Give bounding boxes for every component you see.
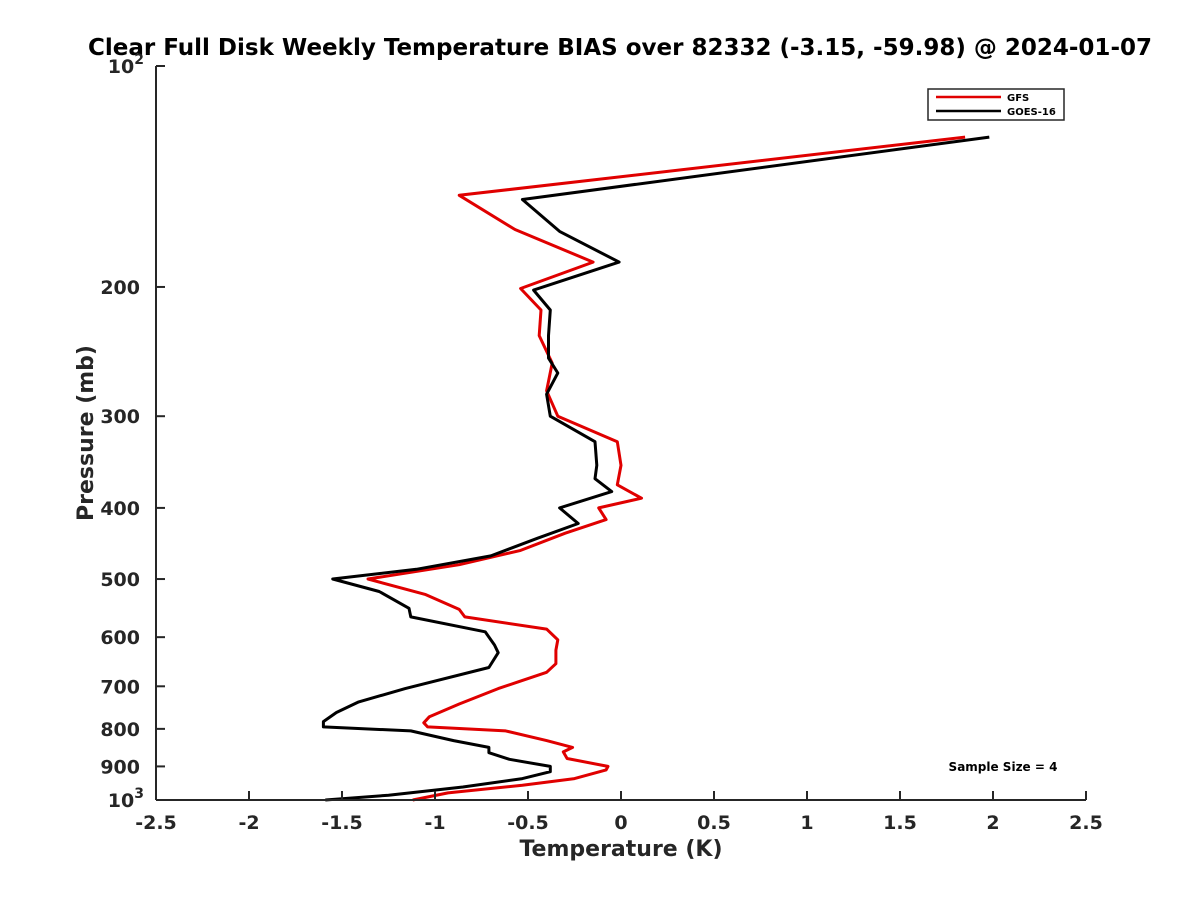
legend: GFS GOES-16 — [927, 88, 1065, 121]
y-ticks: 102 200 300 400 500 600 700 800 900 103 — [100, 52, 165, 812]
x-tick-label: -1 — [424, 812, 445, 834]
x-tick-label: -2 — [238, 812, 259, 834]
y-tick-label: 700 — [100, 676, 140, 698]
y-tick-exponent: 3 — [134, 786, 144, 802]
y-tick-label: 102 — [108, 52, 144, 78]
y-tick-label: 300 — [100, 406, 140, 428]
chart-title: Clear Full Disk Weekly Temperature BIAS … — [88, 35, 1152, 61]
y-axis-label: Pressure (mb) — [74, 345, 99, 521]
y-tick-label: 400 — [100, 498, 140, 520]
y-tick-label: 103 — [108, 786, 144, 812]
x-ticks: -2.5 -2 -1.5 -1 -0.5 0 0.5 1 1.5 2 2.5 — [135, 791, 1103, 834]
series-line-goes-16 — [321, 135, 990, 802]
series-layer — [321, 135, 990, 802]
x-tick-label: 2 — [986, 812, 999, 834]
series-line-gfs — [366, 135, 966, 802]
y-tick-exponent: 2 — [134, 52, 144, 68]
y-tick-label: 200 — [100, 277, 140, 299]
legend-box — [927, 88, 1065, 121]
y-tick-label: 500 — [100, 569, 140, 591]
x-tick-label: 1.5 — [883, 812, 917, 834]
x-tick-label: -0.5 — [507, 812, 549, 834]
x-tick-label: -1.5 — [321, 812, 363, 834]
y-tick-label: 900 — [100, 756, 140, 778]
x-tick-label: 2.5 — [1069, 812, 1103, 834]
sample-size-annotation: Sample Size = 4 — [949, 760, 1058, 774]
x-tick-label: -2.5 — [135, 812, 177, 834]
x-tick-label: 1 — [800, 812, 813, 834]
y-tick-label: 600 — [100, 627, 140, 649]
y-tick-label: 800 — [100, 719, 140, 741]
x-tick-label: 0.5 — [697, 812, 731, 834]
x-axis-label: Temperature (K) — [519, 837, 722, 862]
x-tick-label: 0 — [614, 812, 627, 834]
legend-label: GFS — [1007, 93, 1029, 104]
legend-label: GOES-16 — [1007, 107, 1056, 118]
